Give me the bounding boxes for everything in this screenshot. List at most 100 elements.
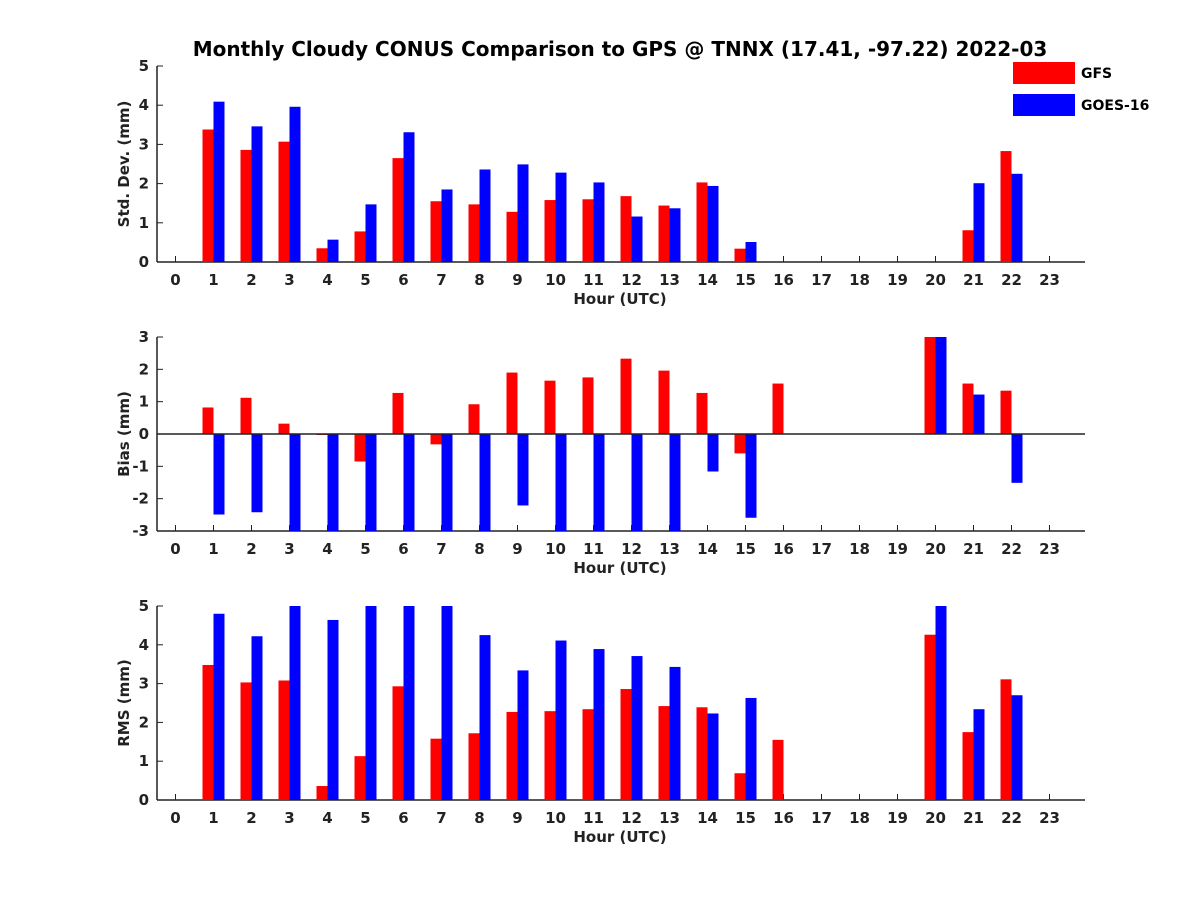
x-tick-label: 14 <box>697 271 718 289</box>
y-tick-label: 1 <box>139 214 149 232</box>
x-tick-label: 23 <box>1039 271 1060 289</box>
bar-gfs-hour-12 <box>620 689 632 800</box>
bar-goes-16-hour-6 <box>403 132 415 262</box>
bar-gfs-hour-1 <box>202 664 214 800</box>
bar-goes-16-hour-22 <box>1011 434 1023 483</box>
x-tick-label: 3 <box>284 271 294 289</box>
bar-goes-16-hour-9 <box>517 670 529 800</box>
x-tick-label: 23 <box>1039 809 1060 827</box>
x-axis-label: Hour (UTC) <box>573 559 666 577</box>
bar-goes-16-hour-20 <box>935 337 947 434</box>
x-tick-label: 14 <box>697 540 718 558</box>
y-tick-label: 0 <box>139 253 149 271</box>
bar-goes-16-hour-9 <box>517 164 529 262</box>
x-tick-label: 14 <box>697 809 718 827</box>
series-gfs <box>202 634 1012 800</box>
bar-goes-16-hour-11 <box>593 182 605 262</box>
legend-label-gfs: GFS <box>1081 66 1112 82</box>
x-tick-label: 12 <box>621 809 642 827</box>
x-tick-label: 5 <box>360 809 370 827</box>
bar-goes-16-hour-7 <box>441 606 453 800</box>
y-tick-label: 3 <box>139 135 149 153</box>
x-tick-label: 18 <box>849 271 870 289</box>
x-tick-label: 19 <box>887 271 908 289</box>
bar-gfs-hour-16 <box>772 383 784 434</box>
x-tick-label: 2 <box>246 540 256 558</box>
x-tick-label: 20 <box>925 271 946 289</box>
x-tick-label: 17 <box>811 809 832 827</box>
bar-gfs-hour-14 <box>696 707 708 800</box>
x-tick-label: 23 <box>1039 540 1060 558</box>
y-tick-label: 4 <box>139 636 149 654</box>
bar-gfs-hour-6 <box>392 158 404 262</box>
series-gfs <box>202 129 1012 262</box>
x-tick-label: 7 <box>436 271 446 289</box>
bar-gfs-hour-14 <box>696 182 708 262</box>
bar-gfs-hour-13 <box>658 370 670 434</box>
x-tick-label: 1 <box>208 540 218 558</box>
x-tick-label: 6 <box>398 809 408 827</box>
y-tick-label: 5 <box>139 57 149 75</box>
bar-gfs-hour-6 <box>392 392 404 434</box>
x-tick-label: 3 <box>284 809 294 827</box>
bar-goes-16-hour-1 <box>213 434 225 515</box>
bar-goes-16-hour-12 <box>631 434 643 531</box>
x-tick-label: 4 <box>322 540 332 558</box>
x-tick-label: 12 <box>621 540 642 558</box>
series-goes-16 <box>213 337 1023 531</box>
bar-gfs-hour-2 <box>240 682 252 800</box>
bar-gfs-hour-21 <box>962 383 974 434</box>
bar-goes-16-hour-2 <box>251 434 263 513</box>
bar-gfs-hour-4 <box>316 786 328 800</box>
bar-gfs-hour-5 <box>354 231 366 262</box>
x-tick-label: 10 <box>545 809 566 827</box>
bar-gfs-hour-22 <box>1000 151 1012 262</box>
y-tick-label: 4 <box>139 96 149 114</box>
y-tick-label: 3 <box>139 675 149 693</box>
bar-goes-16-hour-14 <box>707 713 719 800</box>
y-axis-label: Bias (mm) <box>115 391 133 477</box>
x-tick-label: 17 <box>811 271 832 289</box>
bar-goes-16-hour-21 <box>973 709 985 800</box>
bar-gfs-hour-9 <box>506 711 518 800</box>
x-tick-label: 4 <box>322 809 332 827</box>
bar-goes-16-hour-6 <box>403 606 415 800</box>
bar-gfs-hour-9 <box>506 211 518 262</box>
bar-goes-16-hour-3 <box>289 606 301 800</box>
x-tick-label: 0 <box>170 540 180 558</box>
bar-gfs-hour-10 <box>544 200 556 262</box>
y-tick-label: -2 <box>132 490 149 508</box>
y-tick-label: -3 <box>132 522 149 540</box>
bar-goes-16-hour-22 <box>1011 695 1023 800</box>
x-tick-label: 2 <box>246 271 256 289</box>
bar-gfs-hour-1 <box>202 129 214 262</box>
x-tick-label: 13 <box>659 540 680 558</box>
x-axis-label: Hour (UTC) <box>573 290 666 308</box>
bar-gfs-hour-3 <box>278 423 290 434</box>
x-tick-label: 10 <box>545 271 566 289</box>
legend-swatch-gfs <box>1013 62 1075 84</box>
bar-gfs-hour-7 <box>430 738 442 800</box>
bar-gfs-hour-8 <box>468 204 480 262</box>
bar-goes-16-hour-9 <box>517 434 529 506</box>
bar-goes-16-hour-21 <box>973 394 985 434</box>
bar-gfs-hour-22 <box>1000 679 1012 800</box>
x-tick-label: 15 <box>735 540 756 558</box>
bar-gfs-hour-5 <box>354 434 366 462</box>
bar-gfs-hour-13 <box>658 706 670 800</box>
bar-goes-16-hour-12 <box>631 216 643 262</box>
bar-goes-16-hour-13 <box>669 666 681 800</box>
x-tick-label: 5 <box>360 271 370 289</box>
bar-goes-16-hour-8 <box>479 434 491 531</box>
x-tick-label: 8 <box>474 271 484 289</box>
y-tick-label: -1 <box>132 457 149 475</box>
bar-gfs-hour-10 <box>544 711 556 800</box>
bar-gfs-hour-12 <box>620 358 632 434</box>
bar-goes-16-hour-10 <box>555 172 567 262</box>
bar-goes-16-hour-2 <box>251 636 263 800</box>
x-tick-label: 7 <box>436 809 446 827</box>
bar-goes-16-hour-2 <box>251 126 263 262</box>
bar-goes-16-hour-15 <box>745 697 757 800</box>
